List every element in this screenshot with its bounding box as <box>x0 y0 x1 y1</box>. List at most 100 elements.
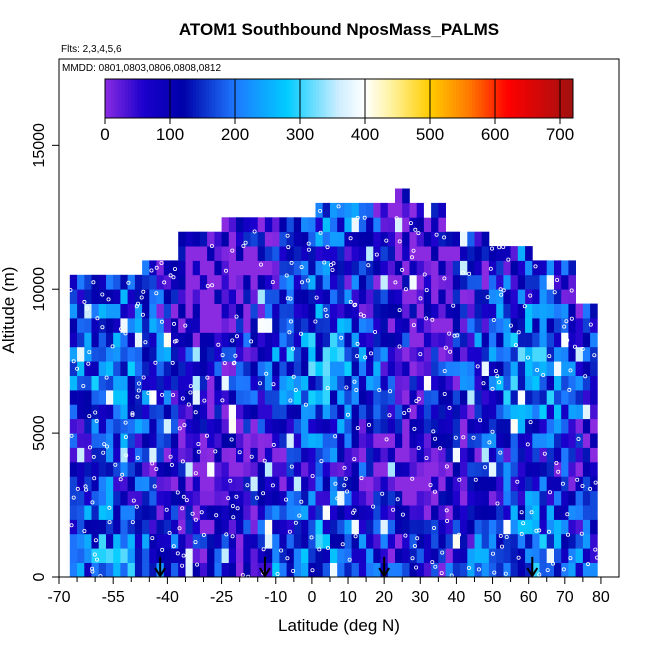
heatmap-cell <box>221 260 230 276</box>
heatmap-cell <box>568 447 576 463</box>
heatmap-cell <box>431 246 439 261</box>
heatmap-cell <box>192 246 201 261</box>
measurement-point <box>216 342 221 347</box>
heatmap-cell <box>532 476 540 492</box>
heatmap-cell <box>344 562 352 577</box>
heatmap-cell <box>192 562 201 577</box>
measurement-point <box>288 296 293 301</box>
measurement-point <box>261 547 266 552</box>
heatmap-cell <box>561 505 569 520</box>
heatmap-cell <box>488 389 497 405</box>
heatmap-cell <box>308 274 316 290</box>
heatmap-cell <box>467 433 475 448</box>
heatmap-cell <box>337 260 345 276</box>
heatmap-cell <box>568 289 576 304</box>
heatmap-cell <box>366 202 374 218</box>
heatmap-cell <box>149 476 157 492</box>
measurement-point <box>177 426 182 431</box>
heatmap-cell <box>257 447 266 463</box>
heatmap-cell <box>496 461 504 477</box>
heatmap-cell <box>510 318 519 333</box>
heatmap-cell <box>366 375 374 391</box>
measurement-point <box>170 392 175 397</box>
heatmap-cell <box>77 562 85 577</box>
heatmap-cell <box>481 519 490 535</box>
heatmap-cell <box>481 260 490 276</box>
heatmap-cell <box>315 361 324 376</box>
heatmap-cell <box>460 476 468 492</box>
heatmap-cell <box>243 447 251 463</box>
heatmap-cell <box>554 289 562 304</box>
heatmap-cell <box>460 418 468 434</box>
heatmap-cell <box>236 246 244 261</box>
heatmap-cell <box>431 217 439 233</box>
heatmap-cell <box>546 289 555 304</box>
heatmap-cell <box>337 346 345 362</box>
colorbar-segment <box>374 79 379 118</box>
heatmap-cell <box>590 389 598 405</box>
measurement-point <box>124 453 129 458</box>
heatmap-cell <box>279 447 287 463</box>
heatmap-cell <box>481 476 490 492</box>
heatmap-cell <box>272 274 280 290</box>
heatmap-cell <box>272 332 280 348</box>
heatmap-cell <box>554 433 562 448</box>
heatmap-cell <box>315 289 324 304</box>
heatmap-cell <box>250 375 259 391</box>
measurement-point <box>438 446 443 451</box>
heatmap-cell <box>373 505 381 520</box>
measurement-point <box>288 319 293 324</box>
heatmap-cell <box>149 289 157 304</box>
heatmap-cell <box>113 519 121 535</box>
heatmap-cell <box>257 476 266 492</box>
heatmap-cell <box>171 418 179 434</box>
heatmap-cell <box>460 548 468 563</box>
heatmap-cell <box>561 433 569 448</box>
heatmap-cell <box>149 303 157 319</box>
heatmap-cell <box>590 346 598 362</box>
heatmap-cell <box>337 418 345 434</box>
heatmap-cell <box>91 404 100 420</box>
heatmap-cell <box>178 375 186 391</box>
heatmap-cell <box>127 548 136 563</box>
colorbar-segment <box>511 79 515 118</box>
heatmap-cell <box>199 274 208 290</box>
heatmap-cell <box>199 361 208 376</box>
heatmap-cell <box>171 533 179 549</box>
heatmap-cell <box>142 418 150 434</box>
heatmap-cell <box>301 562 309 577</box>
measurement-point <box>318 230 323 235</box>
heatmap-cell <box>488 260 497 276</box>
heatmap-cell <box>243 246 251 261</box>
heatmap-cell <box>315 389 324 405</box>
measurement-point <box>181 553 186 558</box>
heatmap-cell <box>308 519 316 535</box>
heatmap-cell <box>315 505 324 520</box>
colorbar-segment <box>397 79 402 118</box>
heatmap-cell <box>221 274 230 290</box>
measurement-point <box>123 420 128 425</box>
heatmap-cell <box>178 447 186 463</box>
heatmap-cell <box>387 361 396 376</box>
profile-arrow-head <box>154 567 167 578</box>
heatmap-cell <box>380 505 389 520</box>
heatmap-cell <box>185 260 194 276</box>
heatmap-cell <box>402 202 410 218</box>
heatmap-cell <box>127 476 136 492</box>
heatmap-cell <box>358 389 367 405</box>
heatmap-cell <box>142 548 150 563</box>
heatmap-cell <box>358 418 367 434</box>
heatmap-cell <box>438 375 446 391</box>
heatmap-cell <box>286 519 295 535</box>
heatmap-cell <box>221 490 230 506</box>
heatmap-cell <box>546 375 555 391</box>
heatmap-cell <box>525 246 533 261</box>
heatmap-cell <box>192 447 201 463</box>
measurement-point <box>167 530 172 535</box>
heatmap-cell <box>293 476 302 492</box>
heatmap-cell <box>366 289 374 304</box>
heatmap-cell <box>279 274 287 290</box>
heatmap-cell <box>438 318 446 333</box>
heatmap-cell <box>503 447 511 463</box>
heatmap-cell <box>272 303 280 319</box>
